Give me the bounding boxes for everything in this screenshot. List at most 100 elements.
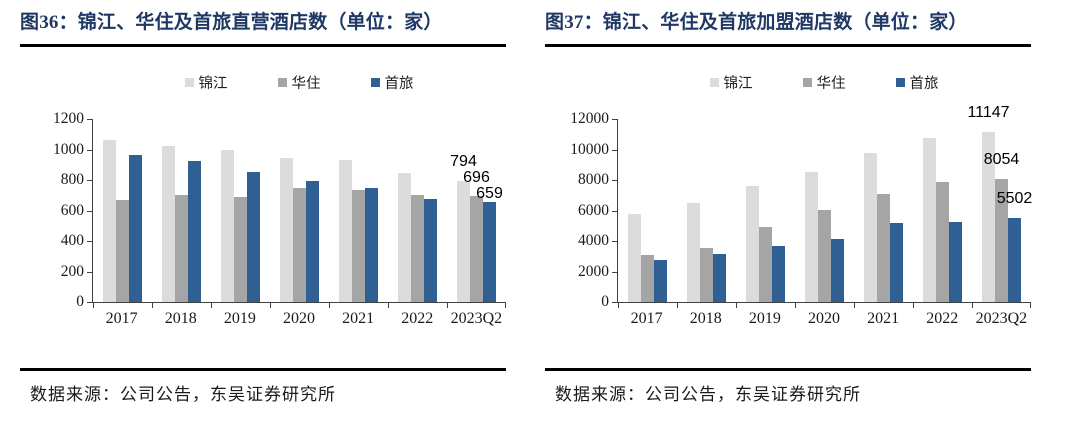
x-axis-tick <box>618 303 619 308</box>
bar-首旅 <box>831 239 844 302</box>
x-axis-tick <box>972 303 973 308</box>
bar-华住 <box>936 182 949 302</box>
legend-label: 华住 <box>816 75 846 92</box>
bar-华住 <box>700 247 713 302</box>
x-axis-tick <box>795 303 796 308</box>
figure-37-bar-chart: 锦江 华住 首旅 12000 10000 8000 6000 4000 2000 0 11147 80… <box>545 72 1032 328</box>
y-axis-tick-label: 1000 <box>53 140 84 158</box>
x-axis-tick <box>913 303 914 308</box>
bar-首旅 <box>306 180 319 302</box>
bar-group-2022 <box>913 119 972 302</box>
data-source-note: 数据来源：公司公告，东吴证券研究所 <box>555 385 861 404</box>
chart-legend: 锦江 华住 首旅 <box>20 72 506 93</box>
plot-area: 794 696 659 <box>87 119 506 308</box>
x-axis-label: 2018 <box>164 310 197 327</box>
x-axis-tick <box>853 303 855 308</box>
x-axis-label: 2020 <box>807 310 840 327</box>
y-axis-tick <box>87 210 93 212</box>
bar-value-label: 696 <box>463 168 490 186</box>
x-axis-label: 2022 <box>926 310 959 327</box>
x-axis-label: 2022 <box>401 310 434 327</box>
chart-legend: 锦江 华住 首旅 <box>545 72 1031 93</box>
x-axis-label: 2017 <box>630 310 663 327</box>
bar-华住 <box>411 195 424 302</box>
y-axis-tick-label: 0 <box>601 293 609 310</box>
bar-group-2020 <box>795 119 854 302</box>
bar-首旅 <box>129 154 142 302</box>
legend-swatch-icon <box>802 77 812 87</box>
y-axis-tick <box>612 210 618 212</box>
bar-锦江 <box>280 157 293 302</box>
x-axis-tick <box>93 303 94 308</box>
bar-group-2018 <box>677 119 736 302</box>
legend-item-华住: 华住 <box>802 72 846 93</box>
x-axis-label: 2021 <box>342 310 375 327</box>
bar-group-2017 <box>93 119 152 302</box>
x-axis-tick <box>210 303 212 308</box>
y-axis-tick <box>87 119 93 120</box>
bar-锦江 <box>746 186 759 302</box>
chart-body: 12000 10000 8000 6000 4000 2000 0 11147 8054 5502… <box>545 105 1032 328</box>
bar-首旅 <box>713 253 726 302</box>
y-axis-tick-label: 400 <box>60 232 84 249</box>
legend-item-首旅: 首旅 <box>370 72 414 93</box>
bar-首旅 <box>424 199 437 302</box>
legend-label: 首旅 <box>909 75 939 92</box>
bar-group-2022 <box>388 119 447 302</box>
bar-group-2020 <box>270 119 329 302</box>
bar-首旅 <box>365 187 378 302</box>
y-axis-tick-label: 1200 <box>53 110 84 127</box>
bar-锦江 <box>398 173 411 302</box>
bar-华住 <box>175 195 188 302</box>
bar-锦江 <box>687 202 700 302</box>
x-axis-label: 2020 <box>282 310 315 327</box>
figure-36-bar-chart: 锦江 华住 首旅 1200 1000 800 600 400 200 0 794 696 659 2017… <box>20 73 506 328</box>
bar-group-2017 <box>618 119 677 302</box>
y-axis-labels: 1200 1000 800 600 400 200 0 <box>20 110 92 310</box>
x-axis-label: 2019 <box>748 310 781 327</box>
bar-华住 <box>641 254 654 302</box>
bar-value-label: 794 <box>450 152 477 170</box>
x-axis-labels: 2017 2018 2019 2020 2021 2022 2023Q2 <box>617 303 1031 328</box>
x-axis-tick <box>151 303 153 308</box>
y-axis-tick-label: 4000 <box>578 232 609 249</box>
title-divider <box>20 44 506 47</box>
bar-锦江 <box>923 138 936 302</box>
y-axis-tick <box>612 119 618 120</box>
bar-锦江 <box>162 145 175 302</box>
bar-华住 <box>818 209 831 302</box>
x-axis-tick <box>447 303 448 308</box>
x-axis-tick <box>676 303 678 308</box>
y-axis-tick-label: 800 <box>60 171 84 188</box>
bar-首旅 <box>483 201 496 302</box>
plot-column: 794 696 659 2017 2018 2019 2020 2021 2022 2023Q2 <box>87 119 506 328</box>
bar-华住 <box>470 195 483 302</box>
legend-label: 锦江 <box>198 75 228 92</box>
bar-华住 <box>293 187 306 302</box>
bar-首旅 <box>188 160 201 302</box>
data-source-note: 数据来源：公司公告，东吴证券研究所 <box>30 385 336 404</box>
bar-华住 <box>116 199 129 302</box>
report-figures-row: 图36：锦江、华住及首旅直营酒店数（单位：家） 锦江 华住 首旅 1200 1000 80… <box>20 12 1032 404</box>
bar-华住 <box>234 196 247 302</box>
x-axis-tick <box>735 303 737 308</box>
bar-锦江 <box>339 160 352 302</box>
bar-value-label: 11147 <box>967 104 1010 122</box>
x-axis-tick <box>270 303 271 308</box>
legend-swatch-icon <box>370 77 380 87</box>
x-axis-label: 2021 <box>867 310 900 327</box>
bar-group-2021 <box>854 119 913 302</box>
x-axis-tick <box>328 303 330 308</box>
plot-column: 11147 8054 5502 2017 2018 2019 2020 2021 2022 202… <box>612 105 1032 328</box>
bar-group-2021 <box>329 119 388 302</box>
bar-华住 <box>759 226 772 302</box>
bar-首旅 <box>949 221 962 302</box>
x-axis-label: 2017 <box>105 310 138 327</box>
legend-swatch-icon <box>709 77 719 87</box>
bar-首旅 <box>772 246 785 302</box>
y-axis-tick-label: 0 <box>76 293 84 310</box>
x-axis-label: 2019 <box>223 310 256 327</box>
bar-华住 <box>995 179 1008 302</box>
y-axis-tick <box>87 271 93 273</box>
y-axis-tick <box>612 149 618 151</box>
